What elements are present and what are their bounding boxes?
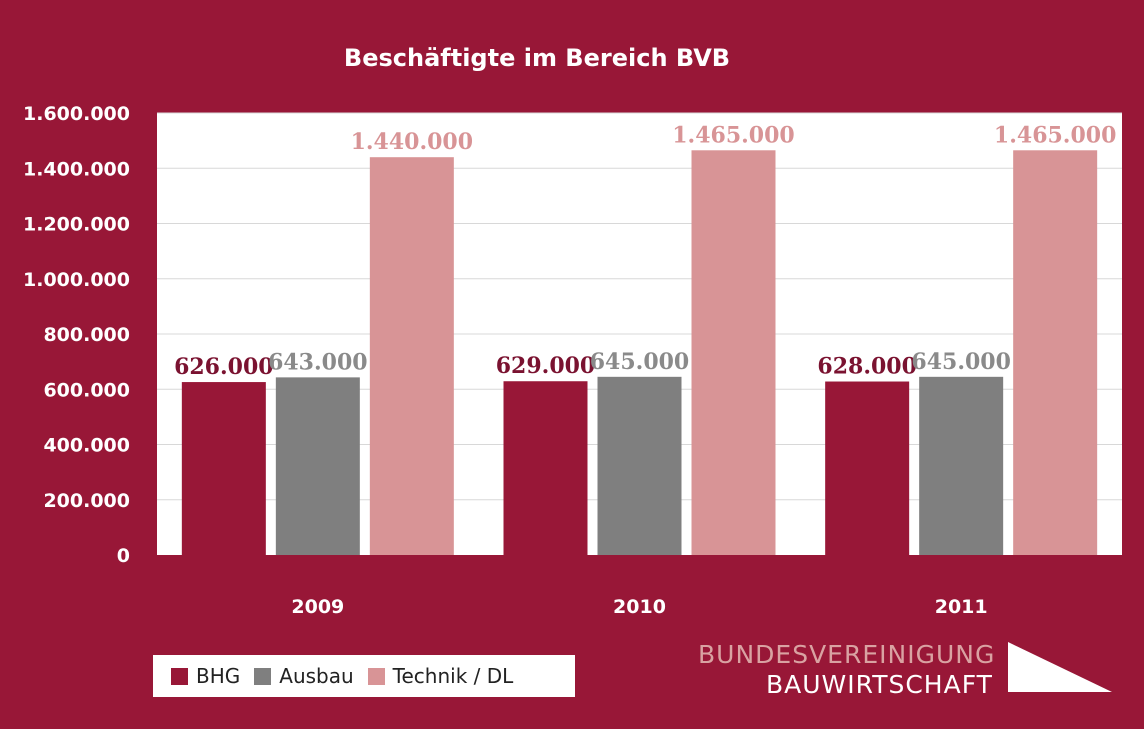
x-category-label: 2010 bbox=[613, 596, 666, 618]
bar bbox=[1013, 150, 1098, 555]
bar bbox=[597, 376, 682, 555]
y-tick-label: 600.000 bbox=[43, 379, 130, 401]
legend-label-bhg: BHG bbox=[196, 664, 241, 688]
data-label: 1.465.000 bbox=[994, 122, 1116, 148]
bar bbox=[369, 157, 454, 555]
brand-logo: BUNDESVEREINIGUNG BAUWIRTSCHAFT bbox=[698, 640, 1118, 700]
legend-swatch-technik bbox=[367, 667, 385, 685]
chart-title: Beschäftigte im Bereich BVB bbox=[343, 44, 731, 72]
legend: BHG Ausbau Technik / DL bbox=[153, 655, 575, 697]
data-label: 1.465.000 bbox=[672, 122, 794, 148]
brand-name-line1: BUNDESVEREINIGUNG bbox=[698, 640, 996, 669]
data-label: 626.000 bbox=[174, 354, 274, 380]
legend-swatch-bhg bbox=[171, 667, 188, 685]
legend-label-technik: Technik / DL bbox=[392, 664, 514, 688]
y-tick-label: 1.200.000 bbox=[23, 214, 130, 236]
legend-item-bhg: BHG bbox=[171, 664, 240, 688]
data-label: 645.000 bbox=[590, 349, 690, 375]
y-axis-ticks: 0 200.000 400.000 600.000 800.000 1.000.000 1.… bbox=[23, 103, 130, 567]
data-label: 628.000 bbox=[817, 354, 917, 380]
bar bbox=[275, 377, 360, 555]
y-tick-label: 0 bbox=[117, 545, 130, 567]
y-tick-label: 1.000.000 bbox=[23, 269, 130, 291]
bar bbox=[691, 150, 776, 555]
legend-item-technik: Technik / DL bbox=[367, 664, 514, 688]
data-label: 629.000 bbox=[496, 353, 596, 379]
y-tick-label: 1.400.000 bbox=[23, 158, 130, 180]
data-label: 645.000 bbox=[911, 349, 1011, 375]
x-category-label: 2011 bbox=[935, 596, 988, 618]
y-tick-label: 800.000 bbox=[43, 324, 130, 346]
legend-item-ausbau: Ausbau bbox=[254, 664, 354, 688]
legend-swatch-ausbau bbox=[254, 667, 272, 685]
brand-triangle-icon bbox=[1008, 642, 1112, 692]
x-category-label: 2009 bbox=[291, 596, 344, 618]
bar bbox=[825, 381, 910, 555]
data-label: 1.440.000 bbox=[351, 129, 473, 155]
brand-name-line2: BAUWIRTSCHAFT bbox=[766, 670, 993, 699]
y-tick-label: 400.000 bbox=[43, 435, 130, 457]
x-axis-categories: 2009 2010 2011 bbox=[291, 596, 987, 618]
bars bbox=[181, 150, 1098, 555]
legend-label-ausbau: Ausbau bbox=[279, 664, 354, 688]
bar bbox=[181, 382, 266, 555]
y-tick-label: 1.600.000 bbox=[23, 103, 130, 125]
bar bbox=[919, 376, 1004, 555]
value-labels: 626.000643.0001.440.000629.000645.0001.4… bbox=[174, 122, 1116, 380]
data-label: 643.000 bbox=[268, 349, 368, 375]
bar bbox=[503, 381, 588, 555]
y-tick-label: 200.000 bbox=[43, 490, 130, 512]
